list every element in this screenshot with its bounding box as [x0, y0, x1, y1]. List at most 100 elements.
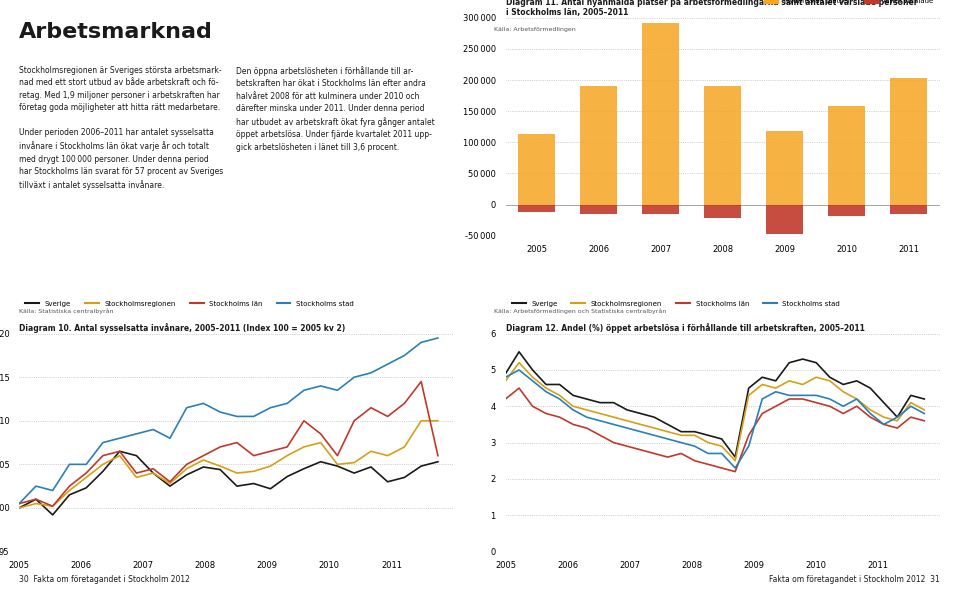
Stockholms län [332, 452, 343, 459]
Sverige [581, 396, 593, 403]
Stockholmsregionen [851, 396, 862, 403]
Sverige [702, 432, 713, 439]
Stockholms län [905, 413, 917, 420]
Stockholms stad [348, 374, 360, 381]
Sverige [635, 410, 646, 417]
Stockholms län [716, 464, 728, 471]
Stockholms stad [595, 417, 606, 425]
Stockholms län [30, 496, 41, 503]
Text: Den öppna arbetslösheten i förhållande till ar-
betskraften har ökat i Stockholm: Den öppna arbetslösheten i förhållande t… [236, 66, 435, 152]
Text: Diagram 12. Andel (%) öppet arbetslösa i förhållande till arbetskraften, 2005–20: Diagram 12. Andel (%) öppet arbetslösa i… [505, 323, 864, 333]
Stockholms stad [526, 377, 538, 384]
Stockholmsregionen [730, 457, 741, 464]
Stockholmsregionen [415, 417, 427, 425]
Stockholmsregionen [581, 406, 593, 413]
Stockholmsregionen [595, 410, 606, 417]
Stockholms län [595, 432, 606, 439]
Sverige [30, 496, 41, 503]
Stockholms län [730, 468, 741, 475]
Bar [704, 205, 741, 218]
Stockholms län [231, 439, 243, 446]
Stockholms stad [315, 382, 326, 390]
Stockholms län [382, 413, 393, 420]
Text: Källa: Arbetsförmedlingen: Källa: Arbetsförmedlingen [494, 27, 575, 31]
Stockholmsregionen [919, 406, 930, 413]
Stockholmsregionen [348, 459, 360, 466]
Sverige [265, 485, 276, 492]
Stockholmsregionen [526, 374, 538, 381]
Sverige [248, 480, 260, 487]
Stockholmsregionen [281, 452, 292, 459]
Stockholmsregionen [181, 465, 193, 472]
Stockholms stad [689, 442, 700, 449]
Stockholmsregionen [164, 480, 175, 487]
Text: Stockholmsregionen är Sveriges största arbetsmark-
nad med ett stort utbud av bå: Stockholmsregionen är Sveriges största a… [19, 66, 223, 190]
Sverige [905, 392, 917, 399]
Stockholmsregionen [648, 425, 660, 432]
Sverige [399, 474, 410, 481]
Stockholms län [810, 399, 822, 406]
Stockholms stad [635, 428, 646, 435]
Stockholms stad [864, 410, 876, 417]
Stockholms stad [730, 464, 741, 471]
Sverige [298, 465, 310, 472]
Stockholms stad [581, 413, 593, 420]
Stockholmsregionen [702, 439, 713, 446]
Stockholmsregionen [365, 448, 377, 455]
Sverige [198, 463, 209, 470]
Stockholmsregionen [148, 470, 159, 477]
Stockholms stad [662, 435, 673, 442]
Sverige [97, 468, 108, 475]
Stockholms stad [554, 396, 566, 403]
Stockholms stad [784, 392, 795, 399]
Stockholms län [864, 413, 876, 420]
Line: Stockholmsregionen: Stockholmsregionen [505, 363, 924, 461]
Stockholms stad [198, 400, 209, 407]
Stockholms län [13, 500, 25, 507]
Bar [704, 86, 741, 205]
Legend: Nyanmälda platser, Antal varslade: Nyanmälda platser, Antal varslade [761, 0, 936, 7]
Sverige [148, 470, 159, 477]
Stockholms stad [130, 431, 142, 438]
Sverige [47, 511, 58, 518]
Stockholms län [797, 396, 808, 403]
Stockholmsregionen [215, 463, 226, 470]
Sverige [513, 348, 525, 355]
Stockholms stad [399, 352, 410, 359]
Stockholmsregionen [662, 428, 673, 435]
Sverige [743, 384, 755, 391]
Bar [580, 86, 618, 205]
Stockholms stad [513, 366, 525, 374]
Stockholms stad [248, 413, 260, 420]
Stockholms län [500, 396, 511, 403]
Stockholms stad [568, 406, 579, 413]
Stockholmsregionen [248, 468, 260, 475]
Stockholmsregionen [433, 417, 444, 425]
Stockholms län [181, 461, 193, 468]
Sverige [215, 466, 226, 473]
Stockholmsregionen [265, 463, 276, 470]
Sverige [730, 454, 741, 461]
Sverige [526, 366, 538, 374]
Stockholms stad [716, 450, 728, 457]
Bar [580, 205, 618, 214]
Stockholmsregionen [47, 503, 58, 510]
Stockholms län [892, 425, 903, 432]
Sverige [332, 463, 343, 470]
Stockholmsregionen [315, 439, 326, 446]
Stockholms stad [500, 374, 511, 381]
Stockholms län [281, 444, 292, 451]
Stockholms län [608, 439, 620, 446]
Stockholms län [770, 403, 782, 410]
Stockholmsregionen [864, 406, 876, 413]
Stockholms län [130, 470, 142, 477]
Sverige [675, 428, 687, 435]
Line: Stockholms stad: Stockholms stad [505, 370, 924, 468]
Stockholms län [198, 452, 209, 459]
Stockholms stad [215, 409, 226, 416]
Stockholms län [635, 447, 646, 454]
Stockholms län [365, 404, 377, 412]
Sverige [797, 356, 808, 363]
Stockholms län [315, 431, 326, 438]
Sverige [568, 392, 579, 399]
